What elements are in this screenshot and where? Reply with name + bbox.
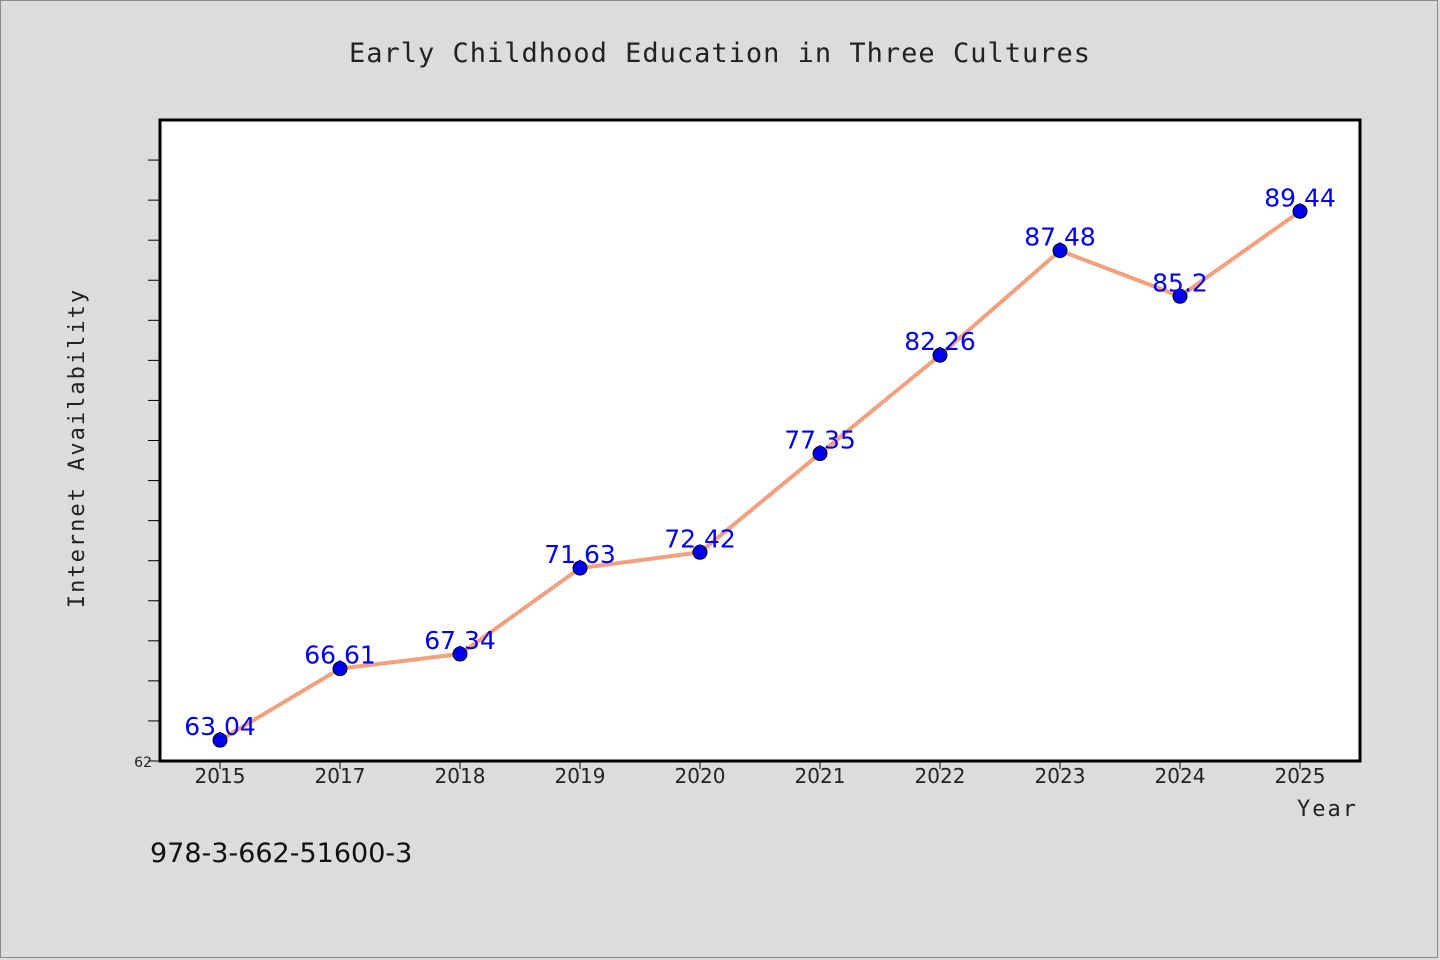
data-label: 85.2 xyxy=(1152,268,1208,297)
data-label: 82.26 xyxy=(904,327,976,356)
data-point xyxy=(932,347,948,363)
series-polyline xyxy=(218,209,1302,742)
data-label: 67.34 xyxy=(424,626,496,655)
x-tick-label: 2015 xyxy=(195,764,246,788)
data-point xyxy=(1172,288,1188,304)
data-point xyxy=(332,661,348,677)
x-tick-label: 2019 xyxy=(555,764,606,788)
data-point xyxy=(572,560,588,576)
x-axis-label: Year xyxy=(1297,797,1358,822)
data-label: 63.04 xyxy=(184,712,256,741)
data-point xyxy=(452,646,468,662)
data-point xyxy=(1292,203,1308,219)
series-line xyxy=(218,209,1302,742)
x-tick-label: 2025 xyxy=(1275,764,1326,788)
x-tick-label: 2024 xyxy=(1155,764,1206,788)
chart-title: Early Childhood Education in Three Cultu… xyxy=(349,38,1091,69)
data-label: 89.44 xyxy=(1264,183,1336,212)
y-axis-label: Internet Availability xyxy=(65,288,90,608)
x-tick-label: 2018 xyxy=(435,764,486,788)
isbn-text: 978-3-662-51600-3 xyxy=(150,838,412,869)
x-tick-label: 2020 xyxy=(675,764,726,788)
y-axis-ticks: 62 xyxy=(134,159,160,771)
data-point xyxy=(1052,243,1068,259)
x-tick-label: 2021 xyxy=(795,764,846,788)
data-label: 77.35 xyxy=(784,426,856,455)
data-point xyxy=(812,446,828,462)
data-points xyxy=(212,203,1308,748)
data-label: 71.63 xyxy=(544,540,616,569)
data-labels: 63.04 66.61 67.34 71.63 72.42 77.35 82.26 87.48… xyxy=(184,183,1336,741)
plot-area xyxy=(158,118,1362,763)
data-label: 66.61 xyxy=(304,641,376,670)
data-point xyxy=(692,544,708,560)
data-label: 87.48 xyxy=(1024,223,1096,252)
x-tick-label: 2017 xyxy=(315,764,366,788)
x-axis-ticks: 2015 2017 2018 2019 2020 2021 2022 2023 2024 2025 xyxy=(195,761,1326,788)
x-tick-label: 2022 xyxy=(915,764,966,788)
y-tick-label: 62 xyxy=(134,755,152,771)
x-tick-label: 2023 xyxy=(1035,764,1086,788)
data-point xyxy=(212,732,228,748)
data-label: 72.42 xyxy=(664,524,736,553)
